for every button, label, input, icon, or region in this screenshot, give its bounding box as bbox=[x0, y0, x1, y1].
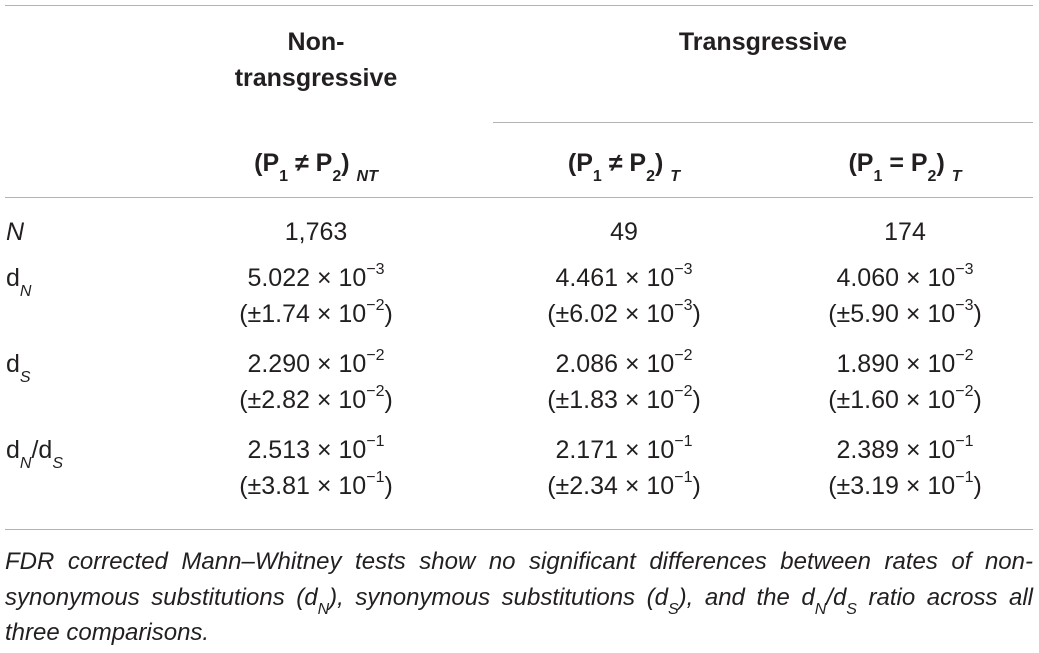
cell-ds-t-equal: 1.890 × 10−2 (±1.60 × 10−2) bbox=[828, 346, 982, 414]
cell-dn-t-equal: 4.060 × 10−3 (±5.90 × 10−3) bbox=[828, 260, 982, 328]
column-header-t-unequal: (P1 ≠ P2) T bbox=[567, 149, 681, 185]
cell-n-t-unequal: 49 bbox=[610, 218, 638, 246]
header-non-transgressive-line2: transgressive bbox=[234, 64, 398, 92]
header-bottom-rule bbox=[5, 197, 1033, 198]
table-bottom-rule bbox=[5, 529, 1033, 530]
row-label-n: N bbox=[6, 218, 25, 246]
cell-dnds-t-unequal: 2.171 × 10−1 (±2.34 × 10−1) bbox=[547, 432, 701, 500]
column-tag-t-unequal: T bbox=[670, 168, 681, 185]
table-top-rule bbox=[5, 5, 1033, 6]
row-label-ds: dS bbox=[6, 350, 31, 386]
header-non-transgressive-line1: Non- bbox=[287, 28, 345, 56]
column-tag-nt: NT bbox=[356, 168, 378, 185]
cell-dnds-nt: 2.513 × 10−1 (±3.81 × 10−1) bbox=[239, 432, 393, 500]
cell-ds-t-unequal: 2.086 × 10−2 (±1.83 × 10−2) bbox=[547, 346, 701, 414]
column-header-t-equal: (P1 = P2) T bbox=[848, 149, 962, 185]
column-header-nt: (P1 ≠ P2) NT bbox=[254, 149, 378, 185]
transgressive-group-rule bbox=[493, 122, 1033, 123]
column-tag-t-equal: T bbox=[951, 168, 962, 185]
table-footnote: FDR corrected Mann–Whitney tests show no… bbox=[5, 548, 1034, 646]
cell-dnds-t-equal: 2.389 × 10−1 (±3.19 × 10−1) bbox=[828, 432, 982, 500]
cell-n-nt: 1,763 bbox=[284, 218, 348, 246]
row-label-dn-ds: dN/dS bbox=[6, 436, 63, 472]
header-transgressive: Transgressive bbox=[678, 28, 848, 56]
cell-n-t-equal: 174 bbox=[884, 218, 926, 246]
cell-ds-nt: 2.290 × 10−2 (±2.82 × 10−2) bbox=[239, 346, 393, 414]
header-non-transgressive: Non- transgressive bbox=[154, 24, 478, 96]
cell-dn-t-unequal: 4.461 × 10−3 (±6.02 × 10−3) bbox=[547, 260, 701, 328]
row-label-dn: dN bbox=[6, 264, 32, 300]
cell-dn-nt: 5.022 × 10−3 (±1.74 × 10−2) bbox=[239, 260, 393, 328]
